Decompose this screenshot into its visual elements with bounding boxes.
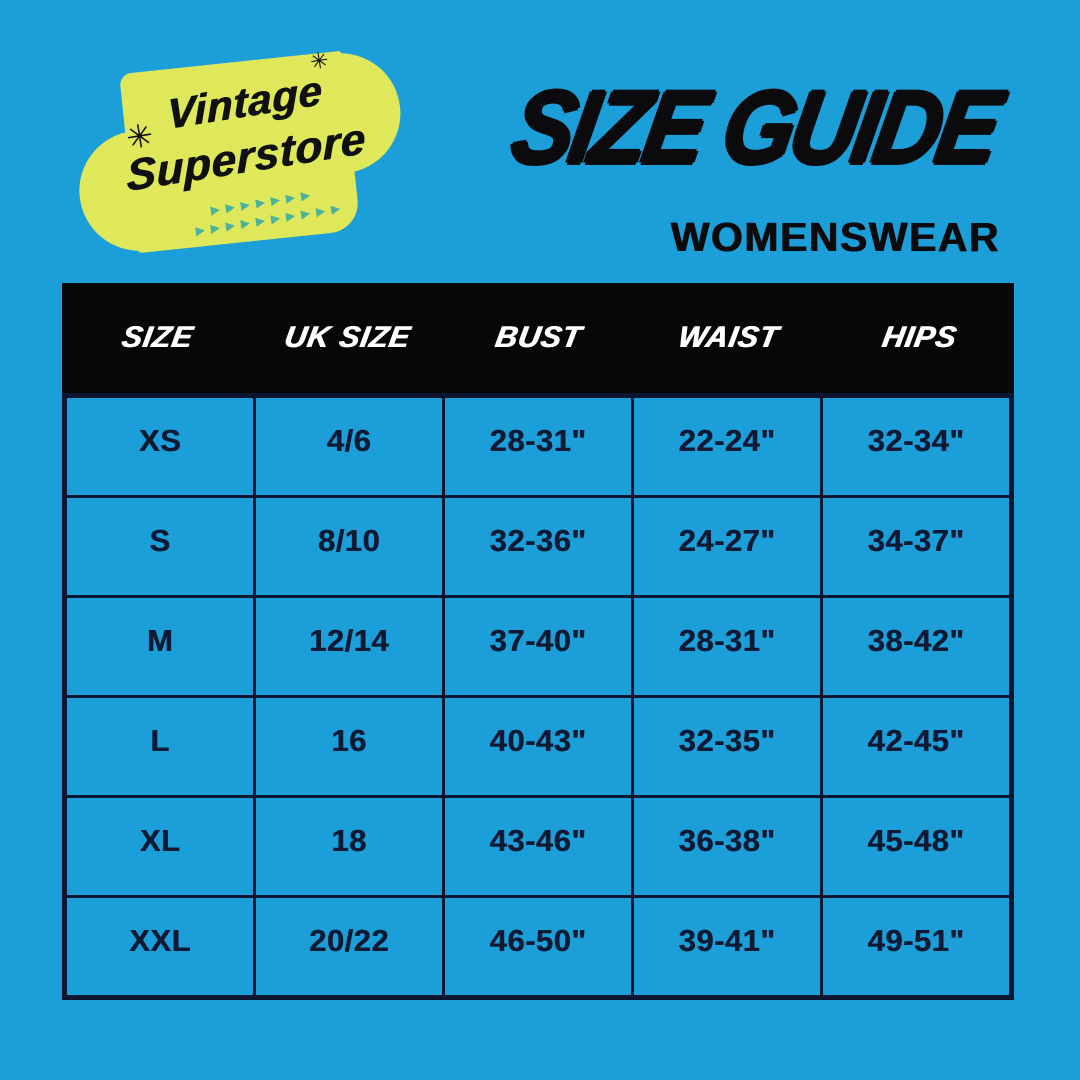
table-cell: 20/22: [256, 898, 442, 995]
table-cell: 42-45": [823, 698, 1009, 795]
table-cell: 45-48": [823, 798, 1009, 895]
table-cell: 36-38": [634, 798, 820, 895]
table-cell: 38-42": [823, 598, 1009, 695]
table-cell: 43-46": [445, 798, 631, 895]
column-header-bust: BUST: [492, 321, 584, 354]
table-cell: 32-36": [445, 498, 631, 595]
column-header-uk-size: UK SIZE: [282, 321, 414, 354]
page-title: SIZE GUIDE: [504, 70, 1006, 185]
table-cell: 12/14: [256, 598, 442, 695]
table-cell: 32-34": [823, 398, 1009, 495]
table-cell: 34-37": [823, 498, 1009, 595]
table-cell: 4/6: [256, 398, 442, 495]
table-body: XS 4/6 28-31" 22-24" 32-34" S 8/10 32-36…: [62, 393, 1014, 1000]
logo-badge: ✳ ✳ Vintage Superstore ▶▶▶▶▶▶▶ ▶▶▶▶▶▶▶▶▶…: [73, 43, 407, 263]
table-cell: M: [67, 598, 253, 695]
table-cell: XS: [67, 398, 253, 495]
table-cell: S: [67, 498, 253, 595]
table-cell: 37-40": [445, 598, 631, 695]
table-cell: 18: [256, 798, 442, 895]
table-cell: 28-31": [634, 598, 820, 695]
logo-text-line2: Superstore: [125, 113, 367, 202]
page-subtitle: WOMENSWEAR: [670, 214, 1000, 260]
table-cell: 8/10: [256, 498, 442, 595]
table-cell: 40-43": [445, 698, 631, 795]
column-header-hips: HIPS: [878, 321, 959, 354]
table-cell: 46-50": [445, 898, 631, 995]
table-cell: 16: [256, 698, 442, 795]
table-cell: 22-24": [634, 398, 820, 495]
table-cell: 28-31": [445, 398, 631, 495]
size-table: SIZE UK SIZE BUST WAIST HIPS XS 4/6 28-3…: [62, 283, 1014, 1000]
table-cell: L: [67, 698, 253, 795]
table-cell: XXL: [67, 898, 253, 995]
table-header-bar: SIZE UK SIZE BUST WAIST HIPS: [62, 283, 1014, 393]
table-cell: 49-51": [823, 898, 1009, 995]
logo-content: ✳ ✳ Vintage Superstore ▶▶▶▶▶▶▶ ▶▶▶▶▶▶▶▶▶…: [77, 36, 403, 271]
column-header-size: SIZE: [119, 321, 196, 354]
table-cell: 32-35": [634, 698, 820, 795]
column-header-waist: WAIST: [675, 321, 782, 354]
table-cell: XL: [67, 798, 253, 895]
table-cell: 39-41": [634, 898, 820, 995]
table-cell: 24-27": [634, 498, 820, 595]
